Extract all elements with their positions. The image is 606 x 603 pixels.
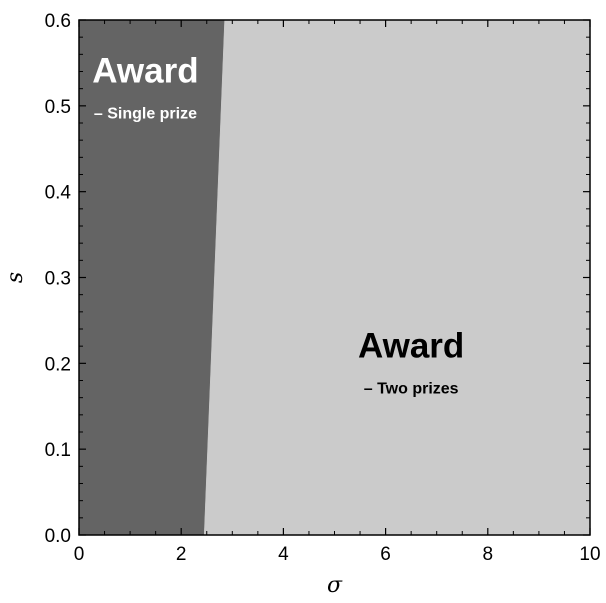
region-single [78,19,225,536]
x-tick-label: 6 [380,544,391,565]
axis-ticks: 0 2 4 6 8 10 0.0 0.1 0.2 0.3 0.4 0.5 0.6 [45,11,601,565]
x-tick-label: 0 [74,544,85,565]
y-tick-label: 0.5 [45,97,71,118]
x-tick-label: 4 [278,544,289,565]
region-subtitle-two: – Two prizes [364,380,459,397]
region-labels: Award – Single prize Award – Two prizes [92,52,464,398]
region-title-single: Award [92,52,198,91]
x-axis-label: σ [327,573,343,598]
region-two [203,19,591,536]
region-title-two: Award [358,326,464,365]
x-tick-label: 10 [579,544,600,565]
y-tick-label: 0.2 [45,354,71,375]
y-tick-label: 0.6 [45,11,71,32]
y-tick-label: 0.1 [45,440,71,461]
y-axis-label: s [3,272,28,283]
x-tick-label: 8 [483,544,494,565]
region-subtitle-single: – Single prize [94,106,197,123]
x-tick-label: 2 [176,544,187,565]
y-tick-label: 0.4 [45,183,72,204]
y-tick-label: 0.3 [45,269,71,290]
regions-layer [78,19,591,536]
y-tick-label: 0.0 [45,526,71,547]
